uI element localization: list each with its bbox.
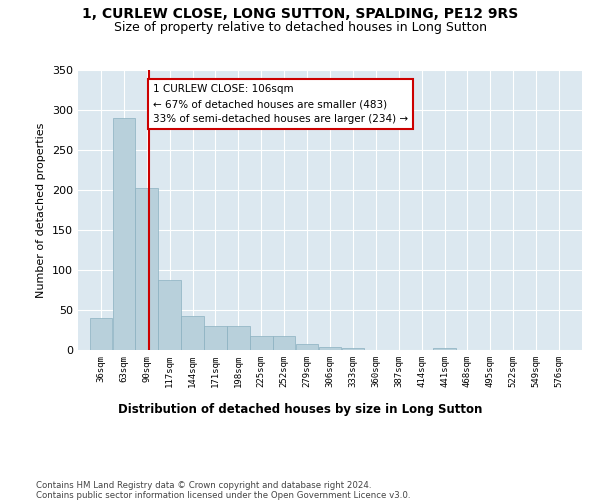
Bar: [181, 316, 204, 350]
Bar: [204, 326, 227, 350]
Bar: [113, 118, 135, 350]
Text: 1, CURLEW CLOSE, LONG SUTTON, SPALDING, PE12 9RS: 1, CURLEW CLOSE, LONG SUTTON, SPALDING, …: [82, 8, 518, 22]
Bar: [341, 348, 364, 350]
Text: 1 CURLEW CLOSE: 106sqm
← 67% of detached houses are smaller (483)
33% of semi-de: 1 CURLEW CLOSE: 106sqm ← 67% of detached…: [153, 84, 408, 124]
Bar: [158, 280, 181, 350]
Bar: [319, 347, 341, 350]
Text: Contains HM Land Registry data © Crown copyright and database right 2024.
Contai: Contains HM Land Registry data © Crown c…: [36, 480, 410, 500]
Bar: [433, 348, 456, 350]
Y-axis label: Number of detached properties: Number of detached properties: [37, 122, 46, 298]
Bar: [136, 188, 158, 350]
Bar: [227, 326, 250, 350]
Text: Size of property relative to detached houses in Long Sutton: Size of property relative to detached ho…: [113, 22, 487, 35]
Bar: [89, 318, 112, 350]
Bar: [273, 336, 295, 350]
Bar: [250, 336, 272, 350]
Text: Distribution of detached houses by size in Long Sutton: Distribution of detached houses by size …: [118, 402, 482, 415]
Bar: [296, 344, 319, 350]
